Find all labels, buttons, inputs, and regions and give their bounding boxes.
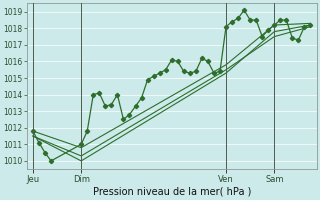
X-axis label: Pression niveau de la mer( hPa ): Pression niveau de la mer( hPa ) [92, 187, 251, 197]
